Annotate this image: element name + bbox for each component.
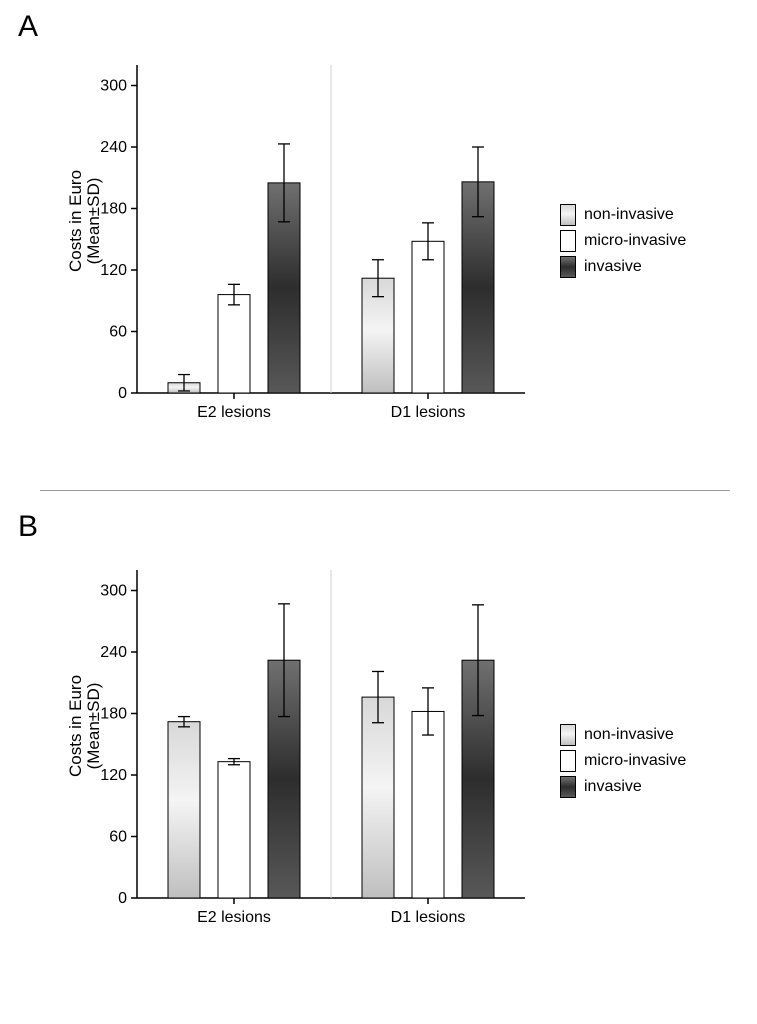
legend-swatch-micro-invasive	[560, 230, 576, 252]
svg-text:Costs in Euro: Costs in Euro	[66, 170, 85, 272]
svg-text:180: 180	[100, 201, 127, 218]
legend-label: invasive	[584, 778, 642, 796]
legend-swatch-non-invasive	[560, 724, 576, 746]
svg-text:300: 300	[100, 78, 127, 95]
svg-text:120: 120	[100, 767, 127, 784]
svg-text:D1 lesions: D1 lesions	[391, 404, 466, 421]
legend-label: non-invasive	[584, 206, 674, 224]
legend-label: micro-invasive	[584, 232, 686, 250]
svg-text:240: 240	[100, 644, 127, 661]
panel-b-label: B	[18, 510, 38, 544]
svg-text:0: 0	[118, 890, 127, 907]
svg-text:D1 lesions: D1 lesions	[391, 909, 466, 926]
legend-item-micro-invasive: micro-invasive	[560, 750, 686, 772]
panel-divider	[40, 490, 730, 491]
panel-a-legend: non-invasive micro-invasive invasive	[560, 200, 686, 282]
panel-b-chart: 0 60 120 180 240 300 Costs in Euro(Mean±SD) E2 …	[65, 560, 535, 948]
svg-text:300: 300	[100, 583, 127, 600]
svg-text:60: 60	[109, 829, 127, 846]
svg-text:180: 180	[100, 706, 127, 723]
legend-swatch-non-invasive	[560, 204, 576, 226]
legend-swatch-invasive	[560, 776, 576, 798]
panel-a-label: A	[18, 10, 38, 44]
svg-text:E2 lesions: E2 lesions	[197, 909, 271, 926]
svg-text:E2 lesions: E2 lesions	[197, 404, 271, 421]
legend-label: micro-invasive	[584, 752, 686, 770]
svg-text:(Mean±SD): (Mean±SD)	[84, 178, 103, 265]
legend-label: non-invasive	[584, 726, 674, 744]
legend-item-non-invasive: non-invasive	[560, 724, 686, 746]
svg-text:60: 60	[109, 324, 127, 341]
legend-swatch-invasive	[560, 256, 576, 278]
svg-text:120: 120	[100, 262, 127, 279]
legend-swatch-micro-invasive	[560, 750, 576, 772]
legend-label: invasive	[584, 258, 642, 276]
panel-b-legend: non-invasive micro-invasive invasive	[560, 720, 686, 802]
svg-text:(Mean±SD): (Mean±SD)	[84, 683, 103, 770]
svg-text:240: 240	[100, 139, 127, 156]
svg-text:0: 0	[118, 385, 127, 402]
svg-text:Costs in Euro: Costs in Euro	[66, 675, 85, 777]
page: A 060120180240300Costs in Euro(Mean±SD)E…	[0, 0, 757, 1024]
legend-item-non-invasive: non-invasive	[560, 204, 686, 226]
legend-item-invasive: invasive	[560, 256, 686, 278]
legend-item-invasive: invasive	[560, 776, 686, 798]
legend-item-micro-invasive: micro-invasive	[560, 230, 686, 252]
panel-a-chart: 0 60 120 180 240 300 Costs in Euro(Mean±SD) E2 …	[65, 55, 535, 443]
